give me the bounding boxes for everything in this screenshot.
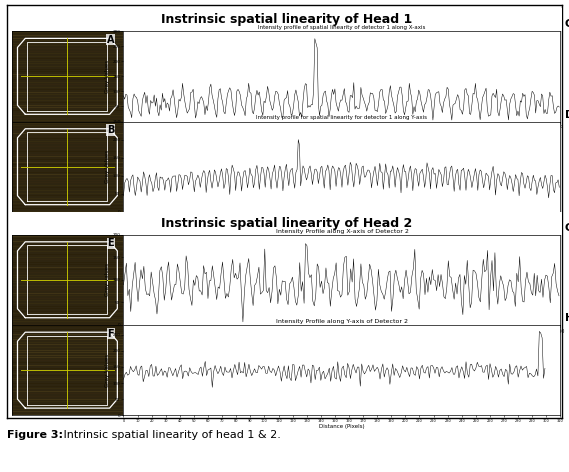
Text: H: H [565,313,569,323]
X-axis label: Distance (Pixels): Distance (Pixels) [319,220,365,226]
Title: Intensity Profile along X-axis of Detector 2: Intensity Profile along X-axis of Detect… [275,228,409,234]
Title: Intensity Profile along Y-axis of Detector 2: Intensity Profile along Y-axis of Detect… [276,319,408,324]
X-axis label: Distance (Pixels): Distance (Pixels) [319,424,365,429]
Y-axis label: Gray Values: Gray Values [105,150,110,183]
Title: Intensity profile for spatial linearity for detector 1 along Y-axis: Intensity profile for spatial linearity … [257,116,427,120]
X-axis label: Distance (Pixels): Distance (Pixels) [319,335,365,340]
Y-axis label: Gray values: Gray values [105,263,110,296]
Text: F: F [108,329,114,338]
Text: C: C [565,19,569,29]
Text: E: E [108,238,114,248]
Y-axis label: Gray Values: Gray Values [105,60,110,93]
Y-axis label: Gray Values: Gray Values [105,354,110,387]
Text: A: A [106,35,114,45]
Text: Instrinsic spatial linearity of Head 2: Instrinsic spatial linearity of Head 2 [160,217,412,230]
Text: D: D [565,110,569,120]
Text: G: G [565,223,569,233]
X-axis label: Distance (Pixels): Distance (Pixels) [319,130,365,135]
Text: Instrinsic spatial linearity of Head 1: Instrinsic spatial linearity of Head 1 [160,13,412,26]
Text: Intrinsic spatial linearity of head 1 & 2.: Intrinsic spatial linearity of head 1 & … [60,430,281,439]
Text: B: B [106,125,114,135]
Text: Figure 3:: Figure 3: [7,430,63,439]
Title: Intensity profile of spatial linearity of detector 1 along X-axis: Intensity profile of spatial linearity o… [258,25,426,30]
